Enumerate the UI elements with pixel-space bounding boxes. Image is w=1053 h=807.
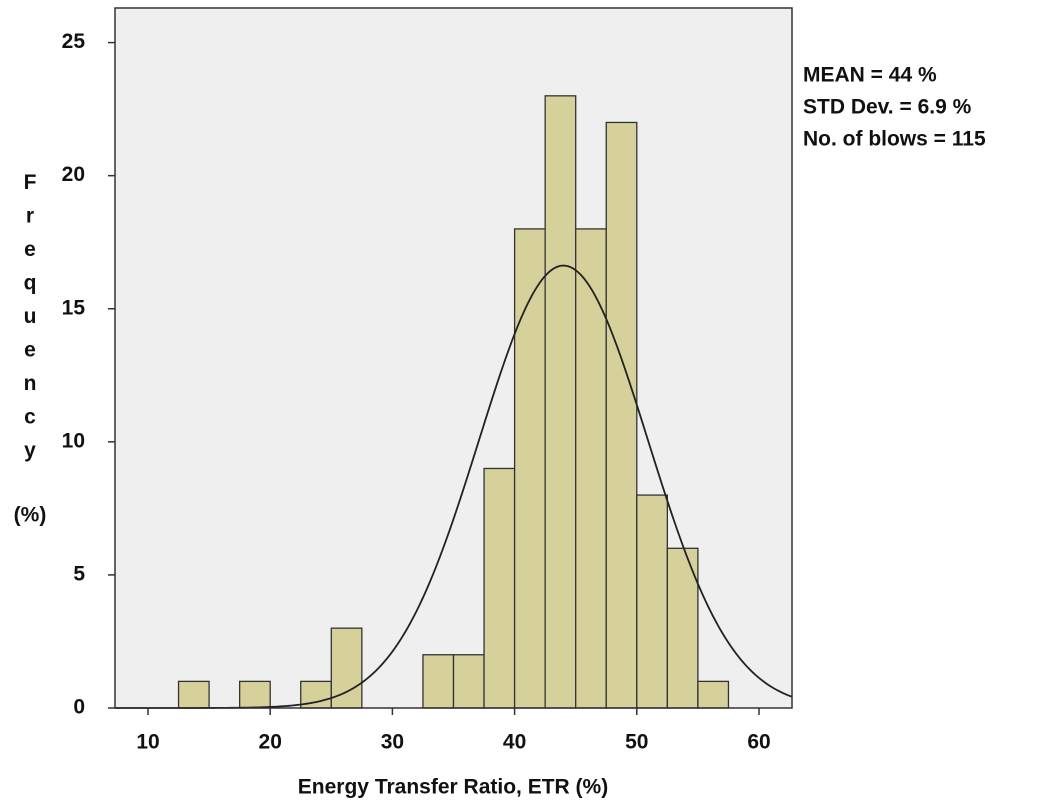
annotation: No. of blows = 115 xyxy=(803,128,986,151)
x-tick-label: 20 xyxy=(259,731,282,754)
y-tick-label: 0 xyxy=(73,696,85,719)
x-tick-label: 40 xyxy=(503,731,526,754)
bar xyxy=(330,627,363,709)
x-axis-label: Energy Transfer Ratio, ETR (%) xyxy=(298,776,608,799)
y-tick-label: 10 xyxy=(62,429,85,452)
bar xyxy=(513,228,546,709)
bar xyxy=(483,467,516,709)
y-axis-unit: (%) xyxy=(14,504,47,527)
bar xyxy=(544,95,577,709)
y-tick-label: 5 xyxy=(73,562,85,585)
bar xyxy=(238,680,271,709)
bar xyxy=(697,680,730,709)
x-tick-label: 30 xyxy=(381,731,404,754)
y-tick-label: 25 xyxy=(62,30,86,53)
annotation: STD Dev. = 6.9 % xyxy=(803,96,972,119)
y-tick-label: 15 xyxy=(62,296,86,319)
bar xyxy=(575,228,607,709)
bar xyxy=(452,654,485,709)
x-tick-label: 50 xyxy=(625,731,648,754)
annotation: MEAN = 44 % xyxy=(803,64,937,87)
bar xyxy=(666,547,699,709)
bar xyxy=(605,121,638,709)
plot-border xyxy=(114,7,793,709)
x-tick-label: 60 xyxy=(747,731,770,754)
bar xyxy=(177,680,210,709)
bar xyxy=(636,494,669,709)
bar xyxy=(422,654,455,709)
x-tick-label: 10 xyxy=(136,731,159,754)
y-tick-label: 20 xyxy=(62,163,85,186)
